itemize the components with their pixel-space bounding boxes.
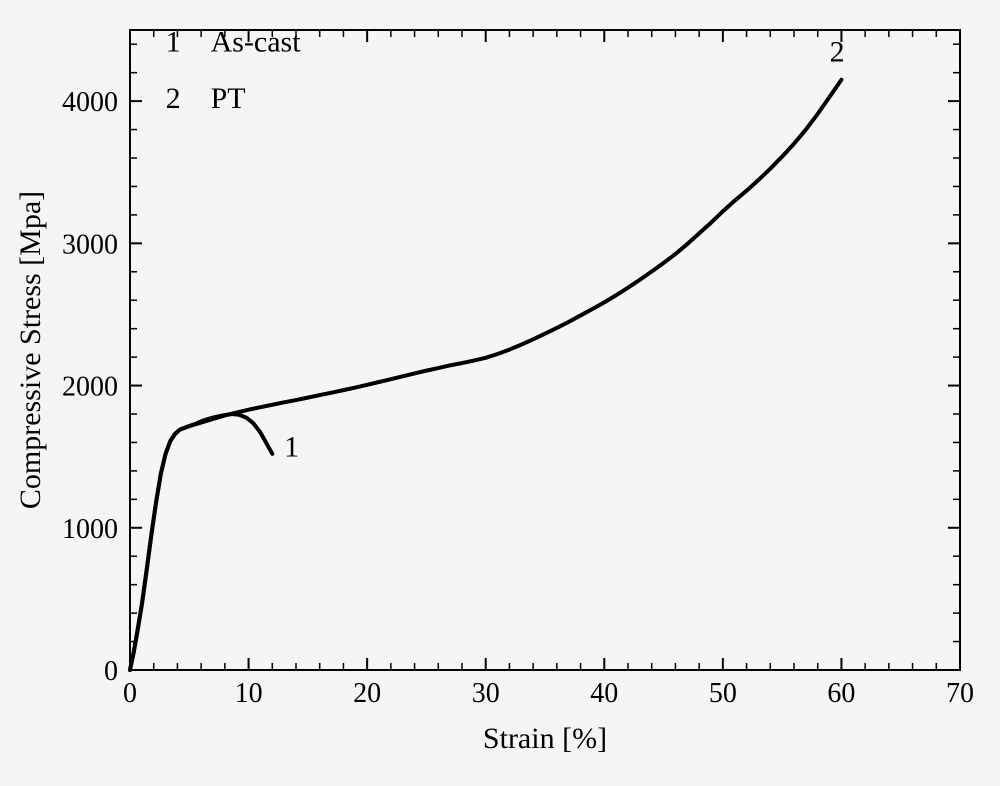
legend-label-2: PT [211,82,246,115]
x-tick-label: 50 [709,678,737,709]
x-tick-label: 10 [235,678,263,709]
legend-index-1: 1 [166,25,181,58]
y-tick-label: 2000 [62,372,118,403]
y-axis-title: Compressive Stress [Mpa] [14,191,47,509]
series-annotation-pt: 2 [830,35,845,68]
y-tick-label: 1000 [62,514,118,545]
x-tick-label: 20 [353,678,381,709]
y-tick-label: 4000 [62,87,118,118]
x-tick-label: 40 [590,678,618,709]
y-tick-label: 3000 [62,229,118,260]
legend-label-1: As-cast [211,25,302,58]
y-tick-label: 0 [104,656,118,687]
chart-container: 0 10 20 30 40 50 60 70 0 1000 2000 3000 4000 Strain [… [0,0,1000,786]
legend-index-2: 2 [166,82,181,115]
x-tick-label: 30 [472,678,500,709]
series-annotation-as_cast: 1 [284,431,299,464]
x-tick-label: 70 [946,678,974,709]
x-tick-label: 0 [123,678,137,709]
x-axis-title: Strain [%] [483,722,607,755]
stress-strain-chart: 0 10 20 30 40 50 60 70 0 1000 2000 3000 4000 Strain [… [0,0,1000,786]
x-tick-label: 60 [827,678,855,709]
plot-border [130,30,960,670]
